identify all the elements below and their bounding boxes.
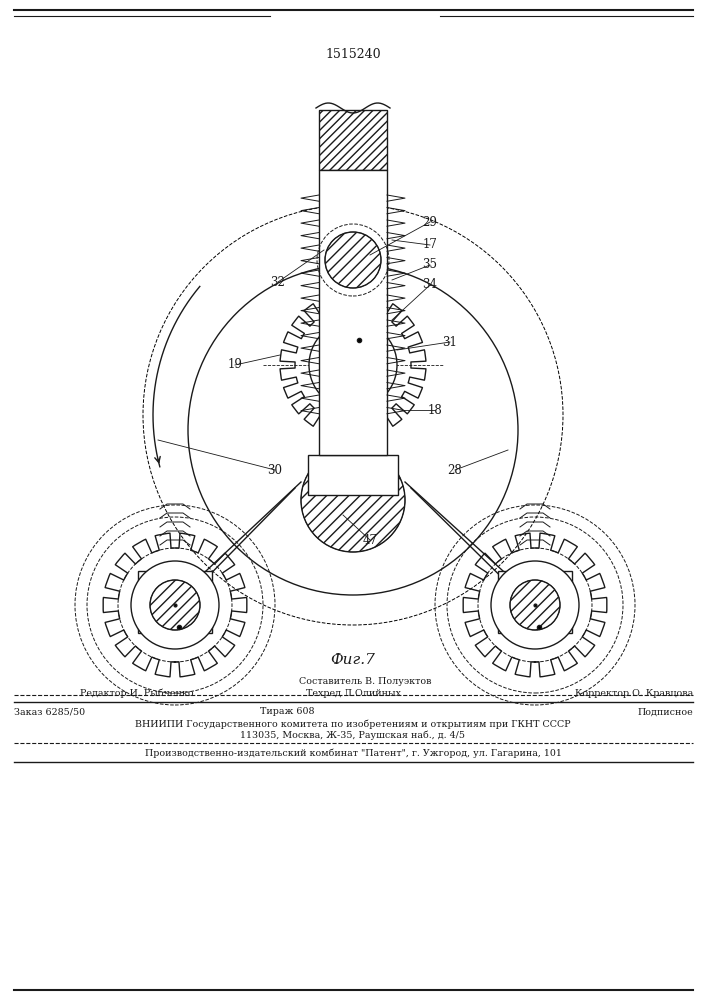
Text: Заказ 6285/50: Заказ 6285/50 — [14, 708, 85, 716]
Text: 47: 47 — [363, 534, 378, 546]
Text: 30: 30 — [267, 464, 283, 477]
Bar — [319, 170, 387, 455]
Text: Редактор И. Рыбченко: Редактор И. Рыбченко — [80, 688, 194, 698]
Text: Производственно-издательский комбинат "Патент", г. Ужгород, ул. Гагарина, 101: Производственно-издательский комбинат "П… — [144, 748, 561, 758]
Circle shape — [327, 339, 379, 391]
Circle shape — [188, 265, 518, 595]
Circle shape — [510, 580, 560, 630]
Text: 1515240: 1515240 — [325, 48, 381, 62]
Text: 17: 17 — [423, 238, 438, 251]
Text: 29: 29 — [423, 216, 438, 229]
Circle shape — [491, 561, 579, 649]
Text: 18: 18 — [428, 403, 443, 416]
Bar — [308, 455, 398, 495]
Text: 28: 28 — [448, 464, 462, 477]
Text: 113035, Москва, Ж-35, Раушская наб., д. 4/5: 113035, Москва, Ж-35, Раушская наб., д. … — [240, 730, 465, 740]
Text: Составитель В. Полуэктов: Составитель В. Полуэктов — [275, 678, 431, 686]
Bar — [138, 571, 212, 633]
Text: Фиг.7: Фиг.7 — [331, 653, 375, 667]
Circle shape — [150, 580, 200, 630]
Text: 32: 32 — [271, 275, 286, 288]
Text: Корректор О. Кравцова: Корректор О. Кравцова — [575, 688, 693, 698]
Circle shape — [325, 232, 381, 288]
Text: Техред Л.Олийных: Техред Л.Олийных — [305, 688, 400, 698]
Text: Тираж 608: Тираж 608 — [260, 708, 315, 716]
Text: Подписное: Подписное — [637, 708, 693, 716]
Text: ВНИИПИ Государственного комитета по изобретениям и открытиям при ГКНТ СССР: ВНИИПИ Государственного комитета по изоб… — [135, 719, 571, 729]
Bar — [319, 110, 387, 170]
Bar — [498, 571, 572, 633]
Text: 35: 35 — [423, 258, 438, 271]
Circle shape — [309, 321, 397, 409]
Bar — [319, 110, 387, 170]
Text: 31: 31 — [443, 336, 457, 349]
Text: 34: 34 — [423, 278, 438, 292]
Circle shape — [131, 561, 219, 649]
Text: 19: 19 — [228, 359, 243, 371]
Circle shape — [301, 448, 405, 552]
